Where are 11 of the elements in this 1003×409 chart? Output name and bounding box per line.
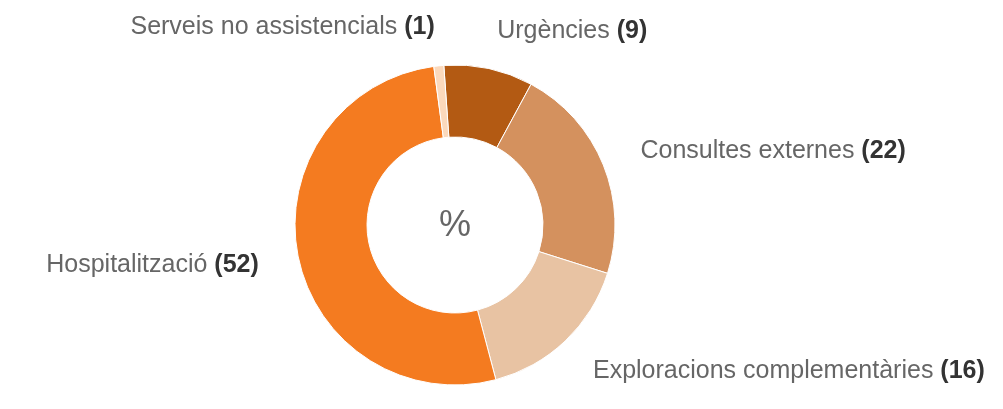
slice-label: Serveis no assistencials (130, 11, 398, 40)
data-label: (52) (214, 248, 259, 277)
slice-label: Hospitalització (46, 248, 208, 277)
slice-label: Consultes externes (640, 135, 855, 164)
data-label: (1) (404, 11, 435, 40)
slice-label: Exploracions complementàries (592, 354, 934, 383)
data-label: (16) (940, 354, 985, 383)
slice-label: Urgències (497, 14, 610, 43)
data-label: (9) (616, 14, 648, 43)
data-label: (22) (861, 135, 906, 164)
text: % (438, 203, 472, 244)
